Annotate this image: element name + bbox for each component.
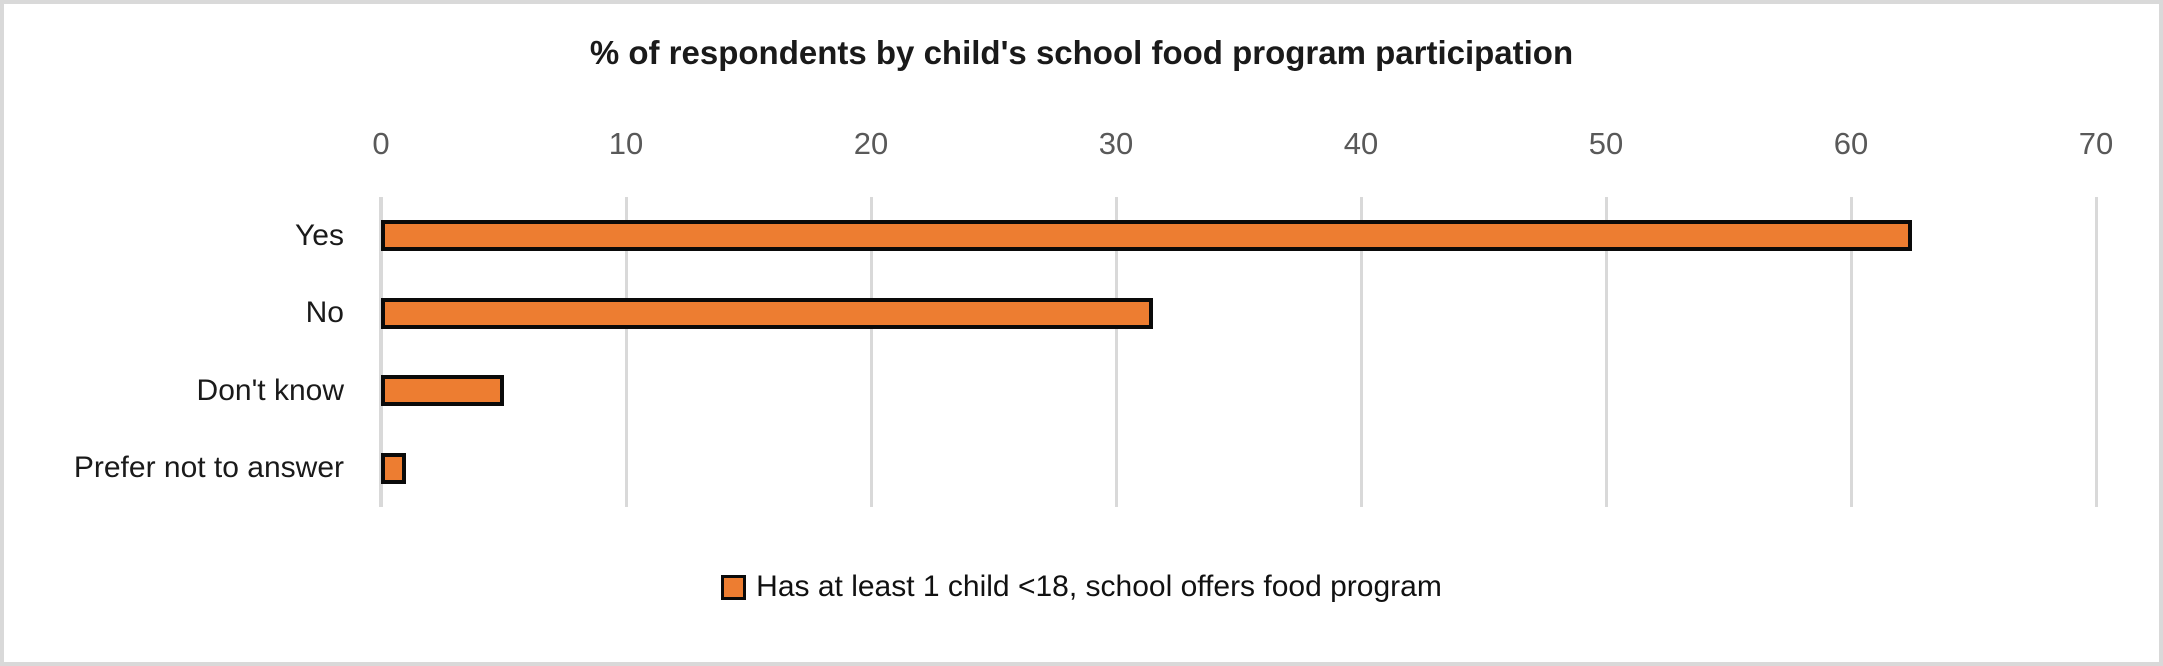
x-tick-label: 20: [853, 126, 889, 161]
category-label: Prefer not to answer: [73, 451, 344, 485]
gridline: [1849, 197, 1853, 507]
x-tick-label: 0: [372, 126, 390, 161]
bar: [381, 220, 1913, 252]
chart-title: % of respondents by child's school food …: [589, 34, 1574, 71]
gridline: [2094, 197, 2098, 507]
x-tick-label: 40: [1343, 126, 1379, 161]
gridline: [869, 197, 873, 507]
x-tick-label: 10: [608, 126, 644, 161]
bar: [381, 375, 504, 407]
category-label: No: [305, 296, 344, 330]
bar: [381, 297, 1153, 329]
x-tick-label: 50: [1588, 126, 1624, 161]
category-label: Don't know: [196, 373, 344, 407]
category-label: Yes: [295, 218, 344, 252]
bar: [381, 452, 406, 484]
legend-swatch-icon: [721, 574, 747, 600]
legend-label: Has at least 1 child <18, school offers …: [756, 570, 1442, 603]
x-tick-label: 30: [1098, 126, 1134, 161]
gridline: [624, 197, 628, 507]
gridline: [1604, 197, 1608, 507]
y-axis-line: [379, 197, 383, 507]
gridline: [1359, 197, 1363, 507]
gridline: [1114, 197, 1118, 507]
x-tick-label: 70: [2078, 126, 2114, 161]
x-tick-label: 60: [1833, 126, 1869, 161]
legend: Has at least 1 child <18, school offers …: [4, 570, 2159, 604]
